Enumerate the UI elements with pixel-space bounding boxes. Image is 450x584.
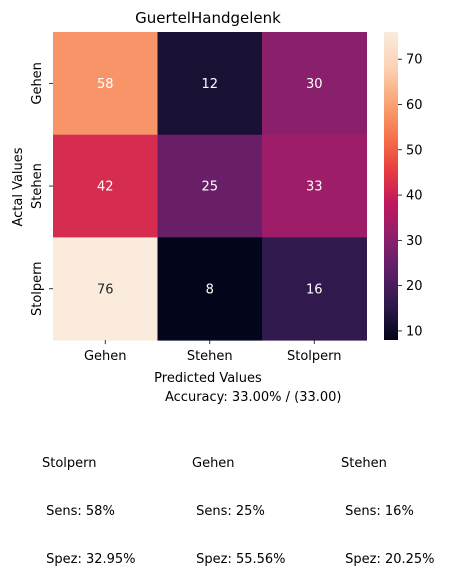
heatmap-cell — [262, 32, 367, 136]
class-specificity: Spez: 55.56% — [192, 552, 286, 567]
heatmap-cell — [262, 237, 367, 341]
class-sensitivity: Sens: 25% — [192, 504, 265, 519]
colorbar-tick-label: 40 — [406, 189, 423, 204]
cell-value-label: 30 — [306, 77, 323, 92]
heatmap-cells — [53, 32, 367, 341]
cell-value-label: 25 — [201, 180, 218, 195]
colorbar — [384, 32, 398, 340]
heatmap-cell — [53, 32, 158, 136]
cell-value-label: 8 — [206, 282, 214, 297]
colorbar-tick-label: 50 — [406, 143, 423, 158]
x-tick-label: Stolpern — [287, 349, 342, 364]
y-tick-label: Stehen — [30, 163, 45, 209]
colorbar-tick-label: 10 — [406, 324, 423, 339]
heatmap-cell-labels: 58 12 30 42 25 33 76 8 16 — [97, 77, 323, 297]
colorbar-tick-label: 30 — [406, 234, 423, 249]
class-metrics-stehen: Stehen Sens: 16% Spez: 20.25% — [341, 424, 435, 584]
class-specificity: Spez: 32.95% — [42, 552, 136, 567]
cell-value-label: 76 — [97, 282, 114, 297]
accuracy-text: Accuracy: 33.00% / (33.00) — [165, 390, 342, 405]
colorbar-ticks: 10 20 30 40 50 60 70 — [398, 53, 423, 339]
class-name: Stolpern — [42, 456, 97, 471]
class-metrics-gehen: Gehen Sens: 25% Spez: 55.56% — [192, 424, 286, 584]
heatmap-cell — [157, 32, 263, 136]
heatmap-cell — [157, 134, 263, 238]
heatmap-cell — [53, 134, 158, 238]
x-axis-ticks: Gehen Stehen Stolpern — [84, 340, 342, 364]
y-tick-label: Gehen — [30, 62, 45, 105]
confusion-matrix-chart: GuertelHandgelenk 58 12 30 42 25 33 76 8 16 Gehe… — [11, 9, 423, 386]
chart-title: GuertelHandgelenk — [135, 9, 281, 27]
cell-value-label: 12 — [201, 77, 218, 92]
class-name: Gehen — [192, 456, 235, 471]
colorbar-tick-label: 70 — [406, 53, 423, 68]
class-metrics-stolpern: Stolpern Sens: 58% Spez: 32.95% — [42, 424, 136, 584]
y-axis-label: Actal Values — [11, 147, 26, 226]
x-axis-label: Predicted Values — [154, 371, 262, 386]
cell-value-label: 33 — [306, 180, 323, 195]
y-tick-label: Stolpern — [30, 261, 45, 316]
class-sensitivity: Sens: 16% — [341, 504, 414, 519]
class-specificity: Spez: 20.25% — [341, 552, 435, 567]
y-axis-ticks: Gehen Stehen Stolpern — [30, 62, 53, 316]
class-sensitivity: Sens: 58% — [42, 504, 115, 519]
heatmap-cell — [157, 237, 263, 341]
cell-value-label: 42 — [97, 180, 114, 195]
heatmap-cell — [262, 134, 367, 238]
cell-value-label: 16 — [306, 282, 323, 297]
x-tick-label: Stehen — [187, 349, 233, 364]
colorbar-tick-label: 20 — [406, 279, 423, 294]
x-tick-label: Gehen — [84, 349, 127, 364]
colorbar-tick-label: 60 — [406, 98, 423, 113]
cell-value-label: 58 — [97, 77, 114, 92]
class-name: Stehen — [341, 456, 387, 471]
heatmap-cell — [53, 237, 158, 341]
